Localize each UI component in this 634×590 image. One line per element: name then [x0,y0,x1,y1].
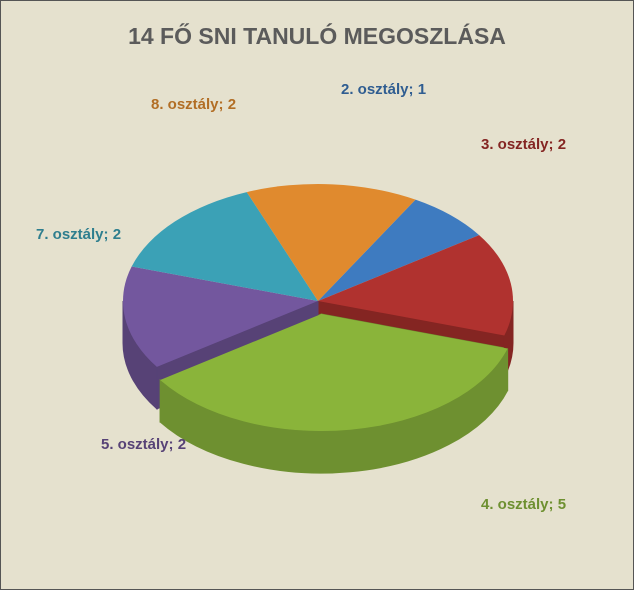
slice-label-value: 5 [558,496,566,513]
chart-title: 14 FŐ SNI TANULÓ MEGOSZLÁSA [1,23,633,50]
slice-label: 2. osztály; 1 [341,81,426,98]
slice-label: 4. osztály; 5 [481,496,566,513]
slice-label: 5. osztály; 2 [101,436,186,453]
slice-label-value: 2 [113,226,121,243]
slice-label: 3. osztály; 2 [481,136,566,153]
slice-label-value: 2 [178,436,186,453]
slice-label-category: 5. osztály [101,436,169,453]
slice-label: 8. osztály; 2 [151,96,236,113]
slice-label-category: 7. osztály [36,226,104,243]
slice-label-value: 2 [228,96,236,113]
slice-label-value: 1 [418,81,426,98]
slice-label: 7. osztály; 2 [36,226,121,243]
slice-label-category: 4. osztály [481,496,549,513]
slice-label-category: 2. osztály [341,81,409,98]
pie-chart-frame: 14 FŐ SNI TANULÓ MEGOSZLÁSA 2. osztály; … [0,0,634,590]
slice-label-value: 2 [558,136,566,153]
slice-label-category: 8. osztály [151,96,219,113]
slice-label-category: 3. osztály [481,136,549,153]
